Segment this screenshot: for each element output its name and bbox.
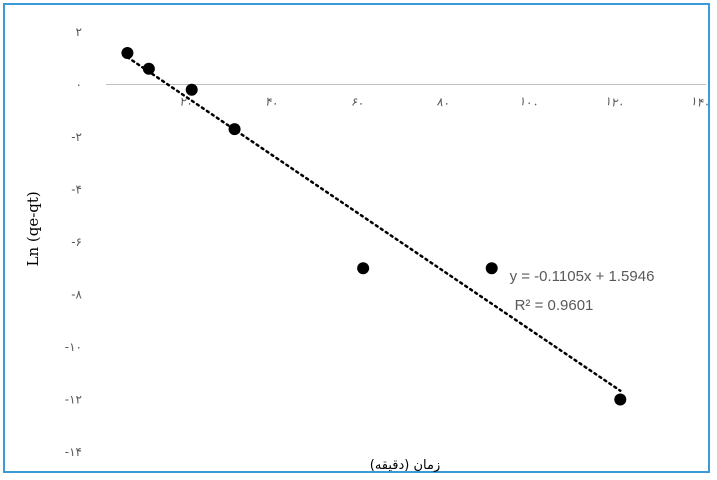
data-point [485, 262, 498, 275]
data-point [185, 83, 198, 96]
x-tick-label: ۱۲۰ [604, 94, 626, 112]
data-point [357, 262, 370, 275]
y-tick-label: ۰ [76, 78, 82, 92]
y-tick-label: -۱۴ [65, 445, 82, 459]
data-point [614, 393, 627, 406]
y-tick-label: -۲ [71, 130, 82, 144]
y-tick-label: -۴ [71, 183, 82, 197]
y-tick-label: -۱۰ [65, 340, 82, 354]
data-point [121, 47, 134, 59]
x-tick-label: ۶۰ [350, 94, 366, 110]
x-tick-label: ۸۰ [436, 94, 452, 110]
data-point [228, 123, 241, 136]
y-tick-label: ۲ [76, 25, 82, 39]
y-axis-title: Ln (qe-qt) [24, 191, 42, 266]
data-point [142, 62, 155, 75]
x-tick-label: ۱۰۰ [518, 94, 540, 112]
x-tick-label: ۴۰ [265, 94, 281, 110]
y-tick-label: -۱۲ [65, 393, 82, 407]
trendline-r2: R² = 0.9601 [515, 297, 594, 314]
trendline-equation: y = -0.1105x + 1.5946 [510, 268, 655, 285]
x-axis-title: زمان (دقیقه) [370, 458, 441, 473]
x-tick-label: ۱۴۰ [690, 94, 712, 112]
chart-frame [3, 3, 710, 473]
x-tick-label: ۲۰ [179, 94, 195, 110]
y-tick-label: -۸ [71, 288, 82, 302]
y-tick-label: -۶ [71, 235, 82, 249]
trendline [126, 55, 622, 392]
